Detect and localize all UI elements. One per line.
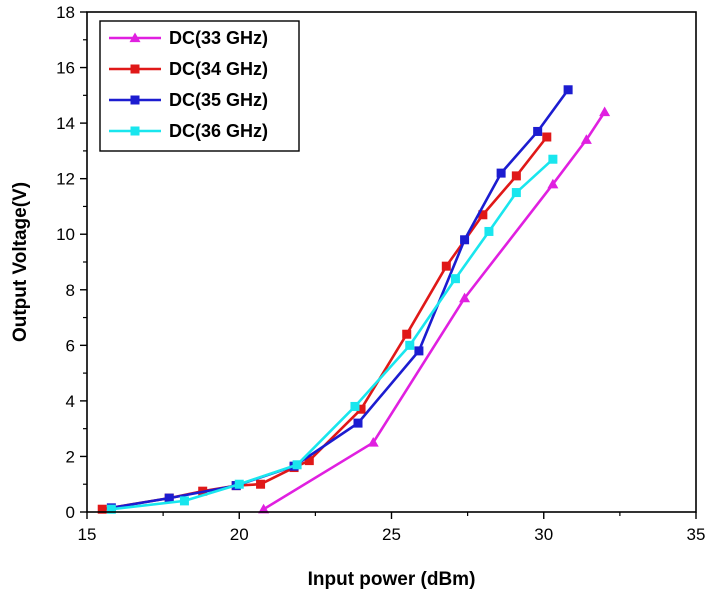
- data-point: [478, 210, 488, 220]
- data-point: [356, 404, 366, 414]
- y-tick-label: 6: [66, 336, 75, 355]
- legend-marker: [130, 126, 140, 136]
- data-point: [599, 106, 611, 117]
- legend: DC(33 GHz) DC(34 GHz) DC(35 GHz) DC(36 GHz): [99, 20, 300, 152]
- legend-item: DC(33 GHz): [109, 28, 268, 48]
- legend-item: DC(34 GHz): [109, 59, 268, 79]
- data-point: [164, 493, 174, 503]
- data-point: [405, 340, 415, 350]
- legend-marker: [130, 64, 140, 74]
- series-line: [102, 136, 548, 511]
- data-point: [563, 85, 573, 95]
- x-tick-label: 35: [687, 525, 706, 544]
- data-point: [580, 134, 592, 144]
- data-point: [441, 261, 451, 271]
- y-tick-label: 12: [56, 170, 75, 189]
- series-3: [106, 154, 558, 514]
- data-point: [350, 401, 360, 411]
- legend-marker: [130, 95, 140, 105]
- data-point: [106, 504, 116, 514]
- series-line: [111, 158, 554, 511]
- data-point: [234, 479, 244, 489]
- data-point: [533, 126, 543, 136]
- data-point: [484, 226, 494, 236]
- data-point: [414, 346, 424, 356]
- data-point: [459, 292, 471, 303]
- y-tick-label: 10: [56, 225, 75, 244]
- x-axis-title: Input power (dBm): [308, 569, 476, 590]
- data-point: [460, 235, 470, 245]
- data-point: [258, 503, 270, 514]
- legend-item: DC(36 GHz): [109, 121, 268, 141]
- legend-label: DC(34 GHz): [169, 59, 268, 79]
- legend-label: DC(33 GHz): [169, 28, 268, 48]
- legend-label: DC(35 GHz): [169, 90, 268, 110]
- data-point: [97, 504, 107, 514]
- data-point: [547, 178, 559, 189]
- x-tick-label: 30: [534, 525, 553, 544]
- axis-ticks: 15 20 25 30 35 0 2 4 6 8 10 12 14 16 18: [56, 3, 705, 544]
- data-point: [542, 132, 552, 142]
- y-tick-label: 8: [66, 281, 75, 300]
- series-line: [262, 111, 606, 511]
- data-point: [304, 456, 314, 466]
- series-line: [111, 89, 570, 510]
- series-layer: [97, 85, 611, 514]
- x-tick-label: 20: [230, 525, 249, 544]
- data-point: [548, 154, 558, 164]
- data-point: [402, 329, 412, 339]
- series-0: [258, 106, 611, 514]
- y-axis-title: Output Voltage(V): [10, 182, 31, 342]
- data-point: [496, 168, 506, 178]
- data-point: [367, 437, 379, 447]
- legend-item: DC(35 GHz): [109, 90, 268, 110]
- y-tick-label: 18: [56, 3, 75, 22]
- y-tick-label: 0: [66, 503, 75, 522]
- data-point: [511, 188, 521, 198]
- data-point: [353, 418, 363, 428]
- y-tick-label: 4: [66, 392, 75, 411]
- series-1: [97, 132, 552, 514]
- data-point: [450, 274, 460, 284]
- data-point: [511, 171, 521, 181]
- y-tick-label: 14: [56, 114, 75, 133]
- x-tick-label: 25: [382, 525, 401, 544]
- data-point: [179, 496, 189, 506]
- y-tick-label: 16: [56, 59, 75, 78]
- x-tick-label: 15: [78, 525, 97, 544]
- data-point: [292, 460, 302, 470]
- legend-label: DC(36 GHz): [169, 121, 268, 141]
- legend-marker: [129, 32, 141, 43]
- data-point: [256, 479, 266, 489]
- y-tick-label: 2: [66, 447, 75, 466]
